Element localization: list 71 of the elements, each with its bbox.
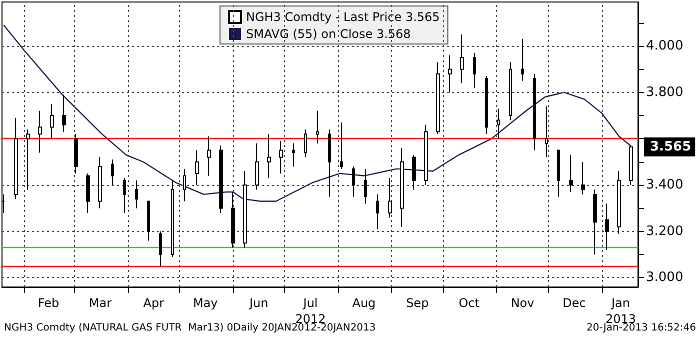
- candlestick: [14, 117, 18, 200]
- candlestick: [50, 103, 54, 140]
- y-tick-label: 3.400: [646, 178, 684, 193]
- candlestick: [497, 108, 500, 140]
- candlestick: [98, 156, 102, 209]
- y-tick-label: 3.000: [646, 270, 684, 286]
- candlestick: [617, 170, 621, 234]
- candlestick: [231, 192, 235, 248]
- candlestick: [243, 170, 247, 248]
- candlestick: [147, 200, 150, 242]
- text: 3.565: [650, 139, 692, 154]
- candlestick: [400, 147, 404, 228]
- candlestick: [38, 110, 42, 154]
- x-tick-label: Nov: [510, 296, 534, 310]
- x-tick-label: May: [192, 296, 218, 310]
- candlestick: [352, 166, 355, 198]
- candlestick: [473, 52, 476, 88]
- x-tick-label: Jun: [248, 296, 268, 310]
- x-tick-label: Sep: [406, 296, 429, 310]
- candlestick: [376, 194, 379, 230]
- candlestick: [195, 150, 199, 186]
- x-tick-label: Oct: [458, 296, 480, 310]
- candlestick: [26, 128, 30, 190]
- legend-label: NGH3 Comdty - Last Price 3.565: [246, 10, 440, 24]
- candlestick: [316, 110, 319, 144]
- candlestick: [255, 142, 259, 190]
- x-tick-label: Apr: [143, 296, 164, 310]
- candlestick: [62, 94, 66, 132]
- candlestick: [557, 150, 560, 198]
- candlestick: [279, 140, 283, 174]
- candlestick: [569, 154, 573, 192]
- candlestick: [86, 172, 90, 214]
- candlestick: [629, 145, 633, 186]
- candlestick: [460, 34, 464, 84]
- candlestick: [207, 136, 211, 176]
- candlestick: [436, 62, 440, 135]
- candlestick: [364, 168, 367, 204]
- x-tick-label: Dec: [562, 296, 586, 310]
- candlestick: [388, 178, 392, 218]
- candlestick: [593, 189, 597, 256]
- candlestick: [267, 134, 271, 179]
- y-tick-label: 3.200: [646, 224, 684, 239]
- candlestick: [292, 142, 295, 168]
- candlestick: [509, 62, 512, 121]
- candlestick: [219, 145, 223, 214]
- candlestick: [581, 161, 585, 195]
- candlestick: [448, 54, 452, 93]
- legend-label: SMAVG (55) on Close 3.568: [246, 27, 411, 41]
- candlestick: [424, 124, 428, 186]
- candlestick: [412, 154, 416, 190]
- x-tick-label: Mar: [88, 296, 112, 310]
- candlestick: [159, 230, 162, 267]
- candlestick: [328, 128, 331, 198]
- candlestick: [340, 122, 343, 170]
- candlestick: [74, 134, 78, 174]
- x-tick-label: Feb: [38, 296, 60, 310]
- candlestick: [171, 180, 174, 258]
- line-series: [3, 24, 632, 202]
- x-tick-label: Aug: [352, 296, 376, 310]
- candlestick: [111, 159, 114, 186]
- candlestick: [135, 180, 138, 209]
- candlestick: [545, 106, 548, 158]
- candlestick: [485, 76, 488, 135]
- candlestick: [533, 73, 536, 151]
- y-tick-label: 4.000: [646, 38, 684, 54]
- y-tick-label: 3.800: [646, 84, 684, 100]
- candlestick: [123, 178, 126, 214]
- candlestick: [605, 203, 609, 250]
- candlestick: [183, 168, 186, 202]
- candlestick: [521, 38, 524, 82]
- candlestick: [304, 128, 307, 158]
